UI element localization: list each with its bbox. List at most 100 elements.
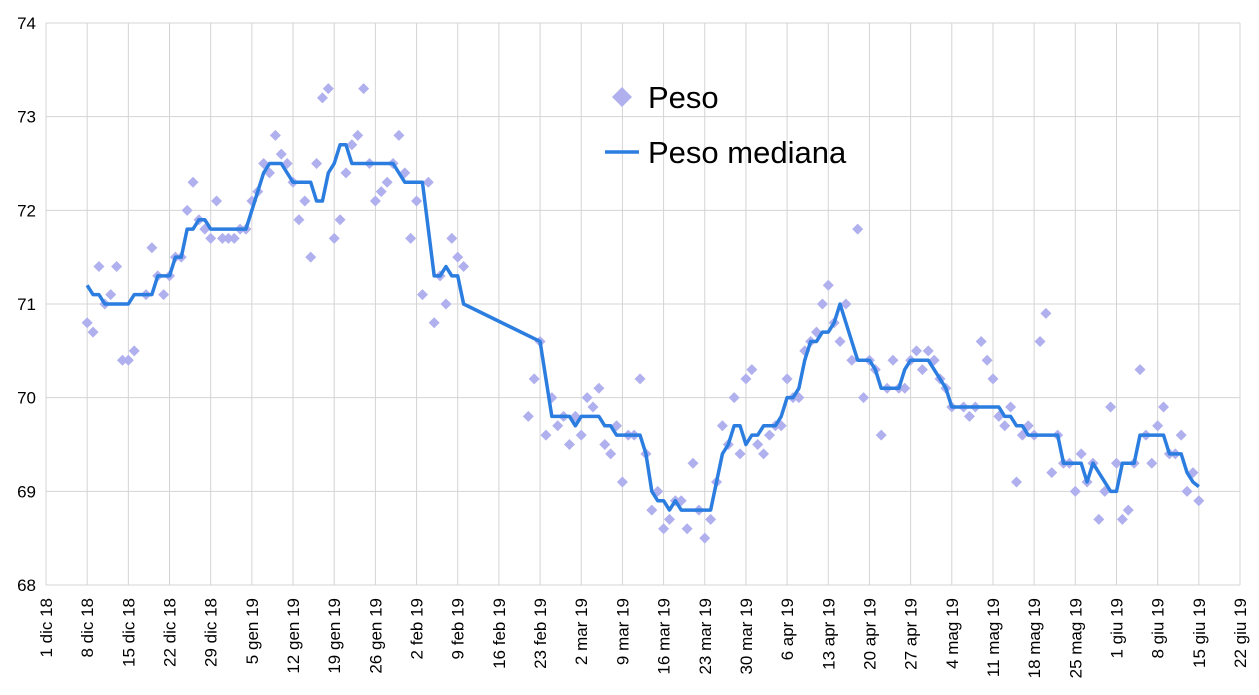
scatter-point	[763, 429, 775, 441]
scatter-point	[687, 457, 699, 469]
scatter-point	[1069, 485, 1081, 497]
scatter-point	[852, 223, 864, 235]
scatter-point	[211, 195, 223, 207]
y-tick-label: 71	[17, 295, 36, 314]
scatter-point	[358, 83, 370, 95]
scatter-point	[1134, 364, 1146, 376]
scatter-point	[758, 448, 770, 460]
scatter-point	[840, 298, 852, 310]
scatter-point	[999, 420, 1011, 432]
scatter-point	[716, 420, 728, 432]
x-tick-label: 15 giu 19	[1190, 598, 1209, 668]
x-tick-label: 29 dic 18	[202, 598, 221, 667]
scatter-point	[1152, 420, 1164, 432]
x-tick-label: 2 mar 19	[572, 598, 591, 665]
scatter-point	[616, 476, 628, 488]
scatter-point	[87, 326, 99, 338]
scatter-point	[346, 139, 358, 151]
scatter-point	[381, 176, 393, 188]
scatter-point	[111, 261, 123, 273]
scatter-point	[646, 504, 658, 516]
scatter-point	[734, 448, 746, 460]
scatter-point	[522, 410, 534, 422]
x-tick-label: 27 apr 19	[902, 598, 921, 670]
x-tick-label: 8 dic 18	[78, 598, 97, 658]
scatter-point	[81, 317, 93, 329]
scatter-point	[311, 158, 323, 169]
scatter-point	[93, 261, 105, 273]
scatter-point	[1010, 476, 1022, 488]
line-series	[85, 143, 1200, 512]
scatter-point	[393, 129, 405, 141]
y-tick-label: 70	[17, 389, 36, 408]
scatter-point	[1005, 401, 1017, 413]
x-tick-label: 2 feb 19	[408, 598, 427, 659]
scatter-point	[705, 513, 717, 525]
scatter-point	[581, 392, 593, 404]
y-tick-label: 68	[17, 576, 36, 595]
scatter-point	[916, 364, 928, 376]
x-tick-label: 1 dic 18	[37, 598, 56, 658]
x-tick-label: 22 dic 18	[161, 598, 180, 667]
x-tick-label: 22 giu 19	[1231, 598, 1250, 668]
scatter-point	[1105, 401, 1117, 413]
scatter-point	[275, 148, 287, 160]
x-tick-label: 9 mar 19	[613, 598, 632, 665]
scatter-point	[328, 232, 340, 244]
x-tick-label: 19 gen 19	[325, 598, 344, 674]
scatter-point	[899, 382, 911, 394]
x-tick-label: 20 apr 19	[860, 598, 879, 670]
scatter-point	[699, 532, 711, 544]
scatter-point	[1093, 513, 1105, 525]
scatter-point	[405, 232, 417, 244]
scatter-point	[305, 251, 317, 263]
scatter-point	[822, 279, 834, 291]
scatter-point	[116, 354, 128, 366]
scatter-point	[158, 289, 170, 301]
scatter-point	[963, 410, 975, 422]
scatter-point	[228, 232, 240, 244]
scatter-point	[375, 186, 387, 198]
scatter-point	[922, 345, 934, 357]
scatter-point	[740, 373, 752, 385]
scatter-point	[1110, 457, 1122, 469]
scatter-point	[452, 251, 464, 263]
y-tick-label: 73	[17, 108, 36, 127]
scatter-point	[605, 448, 617, 460]
scatter-point	[846, 354, 858, 366]
scatter-point	[746, 364, 758, 376]
x-tick-label: 4 mag 19	[943, 598, 962, 669]
scatter-point	[834, 335, 846, 347]
scatter-point	[1146, 457, 1158, 469]
scatter-point	[334, 214, 346, 226]
x-tick-label: 23 mar 19	[696, 598, 715, 675]
x-tick-label: 30 mar 19	[737, 598, 756, 675]
y-tick-label: 72	[17, 201, 36, 220]
scatter-point	[599, 439, 611, 450]
scatter-point	[575, 429, 587, 441]
x-tick-label: 11 mag 19	[984, 598, 1003, 677]
scatter-point	[728, 392, 740, 404]
scatter-point	[816, 298, 828, 310]
scatter-point	[322, 83, 334, 95]
scatter-point	[1181, 485, 1193, 497]
scatter-point	[128, 345, 140, 357]
scatter-point	[269, 129, 281, 141]
x-tick-label: 15 dic 18	[119, 598, 138, 667]
x-tick-label: 23 feb 19	[531, 598, 550, 669]
scatter-point	[440, 298, 452, 310]
scatter-point	[293, 214, 305, 226]
y-tick-label: 69	[17, 482, 36, 501]
scatter-point	[875, 429, 887, 441]
scatter-point	[1116, 513, 1128, 525]
x-tick-label: 26 gen 19	[366, 598, 385, 674]
scatter-point	[187, 176, 199, 188]
scatter-point	[987, 373, 999, 385]
scatter-point	[352, 129, 364, 141]
x-tick-label: 12 gen 19	[284, 598, 303, 674]
scatter-point	[858, 392, 870, 404]
legend-marker	[612, 87, 632, 107]
x-tick-label: 6 apr 19	[778, 598, 797, 660]
scatter-point	[634, 373, 646, 385]
